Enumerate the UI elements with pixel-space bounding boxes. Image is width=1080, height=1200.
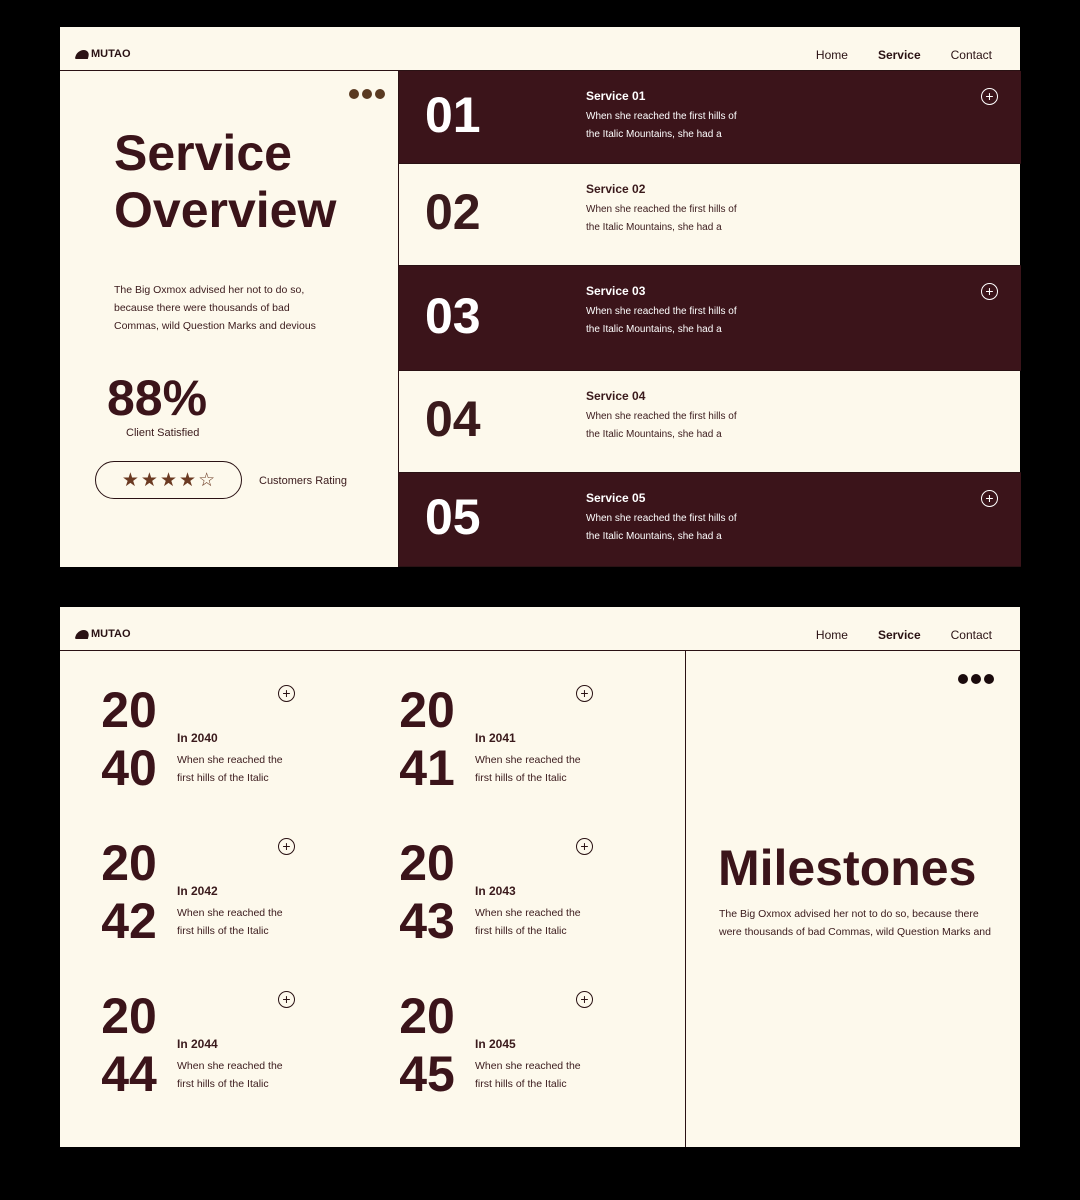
milestone-year: 20 43 — [399, 835, 455, 949]
service-row[interactable]: 01 Service 01 When she reached the first… — [399, 71, 1021, 164]
milestone-description: When she reached the first hills of the I… — [177, 1060, 283, 1090]
logo[interactable]: MUTAO — [74, 48, 131, 60]
logo[interactable]: MUTAO — [74, 628, 131, 640]
nav-home[interactable]: Home — [815, 628, 848, 642]
milestone-description: When she reached the first hills of the I… — [177, 754, 283, 784]
nav-home[interactable]: Home — [815, 48, 848, 62]
milestone-item: 20 43 In 2043 When she reached the first h… — [394, 834, 684, 964]
satisfaction-label: Client Satisfied — [126, 427, 200, 439]
more-dots-icon[interactable] — [958, 674, 994, 684]
more-dots-icon[interactable] — [349, 89, 385, 99]
service-number: 02 — [425, 184, 481, 240]
service-description: When she reached the first hills of the I… — [586, 411, 737, 440]
star-filled-icon: ★ — [159, 469, 178, 491]
service-overview-panel: MUTAO Home Service Contact Service Overvi… — [60, 27, 1021, 567]
leaf-logo-icon — [74, 629, 91, 639]
page-title: Service Overview — [114, 125, 337, 238]
service-title: Service 03 — [586, 284, 646, 298]
service-description: When she reached the first hills of the I… — [586, 204, 737, 233]
brand-name: MUTAO — [91, 628, 131, 640]
milestone-title: In 2041 — [475, 731, 516, 745]
service-title: Service 01 — [586, 89, 646, 103]
star-empty-icon: ☆ — [198, 469, 216, 491]
service-row[interactable]: 04 Service 04 When she reached the first… — [399, 371, 1021, 473]
divider — [685, 651, 686, 1147]
nav-contact[interactable]: Contact — [950, 628, 992, 642]
service-description: When she reached the first hills of the I… — [586, 306, 737, 335]
service-number: 05 — [425, 489, 481, 545]
milestone-year: 20 40 — [101, 682, 157, 796]
milestone-description: When she reached the first hills of the I… — [475, 1060, 581, 1090]
service-title: Service 04 — [586, 389, 646, 403]
expand-plus-icon[interactable]: + — [576, 991, 593, 1008]
navbar: MUTAO Home Service Contact — [60, 607, 1020, 651]
milestone-year: 20 45 — [399, 988, 455, 1102]
milestone-title: In 2042 — [177, 884, 218, 898]
service-title: Service 05 — [586, 491, 646, 505]
satisfaction-stat: 88% — [107, 370, 208, 426]
brand-name: MUTAO — [91, 48, 131, 60]
milestone-item: 20 41 In 2041 When she reached the first h… — [394, 681, 684, 811]
star-filled-icon: ★ — [179, 469, 197, 491]
milestones-panel: MUTAO Home Service Contact 20 40 In 2040 … — [60, 607, 1020, 1147]
star-filled-icon: ★ — [140, 469, 158, 491]
milestone-title: In 2040 — [177, 731, 218, 745]
milestone-description: When she reached the first hills of the I… — [177, 907, 283, 937]
expand-plus-icon[interactable]: + — [981, 283, 998, 300]
nav-service[interactable]: Service — [877, 48, 921, 62]
milestone-year: 20 41 — [399, 682, 455, 796]
expand-plus-icon[interactable]: + — [278, 685, 295, 702]
expand-plus-icon[interactable]: + — [981, 490, 998, 507]
rating-label: Customers Rating — [259, 475, 348, 487]
milestone-item: 20 40 In 2040 When she reached the first h… — [96, 681, 386, 811]
navbar: MUTAO Home Service Contact — [60, 27, 1020, 71]
milestone-description: When she reached the first hills of the I… — [475, 754, 581, 784]
milestone-title: In 2044 — [177, 1037, 218, 1051]
star-rating: ★ ★ ★ ★ ☆ — [95, 461, 242, 499]
service-number: 03 — [425, 287, 481, 344]
milestone-item: 20 45 In 2045 When she reached the first h… — [394, 987, 684, 1117]
service-description: When she reached the first hills of the I… — [586, 513, 737, 542]
milestone-title: In 2045 — [475, 1037, 516, 1051]
service-number: 04 — [425, 391, 481, 447]
expand-plus-icon[interactable]: + — [278, 838, 295, 855]
milestone-description: When she reached the first hills of the I… — [475, 907, 581, 937]
milestones-description: The Big Oxmox advised her not to do so, … — [719, 908, 991, 938]
service-title: Service 02 — [586, 182, 646, 196]
leaf-logo-icon — [74, 49, 91, 59]
service-row[interactable]: 05 Service 05 When she reached the first… — [399, 473, 1021, 567]
expand-plus-icon[interactable]: + — [576, 838, 593, 855]
milestone-year: 20 44 — [101, 988, 157, 1102]
milestone-item: 20 44 In 2044 When she reached the first h… — [96, 987, 386, 1117]
overview-left: Service Overview The Big Oxmox advised he… — [60, 71, 398, 567]
service-description: When she reached the first hills of the I… — [586, 111, 737, 140]
nav-contact[interactable]: Contact — [950, 48, 992, 62]
overview-description: The Big Oxmox advised her not to do so, b… — [114, 284, 316, 332]
milestone-year: 20 42 — [101, 835, 157, 949]
service-row[interactable]: 03 Service 03 When she reached the first… — [399, 266, 1021, 371]
milestone-title: In 2043 — [475, 884, 516, 898]
service-row[interactable]: 02 Service 02 When she reached the first… — [399, 164, 1021, 266]
expand-plus-icon[interactable]: + — [576, 685, 593, 702]
service-number: 01 — [425, 86, 481, 143]
milestone-item: 20 42 In 2042 When she reached the first h… — [96, 834, 386, 964]
expand-plus-icon[interactable]: + — [278, 991, 295, 1008]
expand-plus-icon[interactable]: + — [981, 88, 998, 105]
services-list: 01 Service 01 When she reached the first… — [398, 71, 1021, 567]
milestones-title: Milestones — [718, 840, 977, 896]
nav-service[interactable]: Service — [877, 628, 921, 642]
star-filled-icon: ★ — [121, 469, 139, 491]
